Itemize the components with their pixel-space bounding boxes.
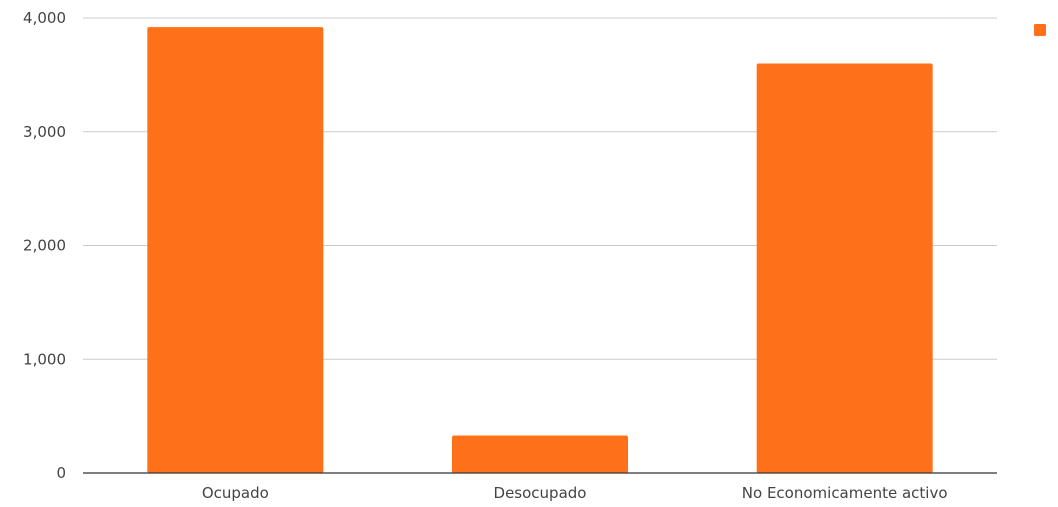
y-tick-label: 1,000 <box>23 350 66 368</box>
x-tick-label: No Economicamente activo <box>742 484 948 502</box>
y-tick-label: 0 <box>56 464 66 482</box>
bar <box>147 27 324 473</box>
bar <box>452 435 628 473</box>
axes: 0 1,000 2,000 3,000 4,000 Ocupado Desocupado No… <box>23 9 997 502</box>
x-tick-label: Ocupado <box>202 484 269 502</box>
x-tick-label: Desocupado <box>494 484 587 502</box>
bar <box>756 63 933 473</box>
legend-swatch <box>1034 24 1046 36</box>
legend <box>1034 24 1046 36</box>
bars <box>147 27 933 473</box>
y-tick-label: 4,000 <box>23 9 66 27</box>
y-tick-label: 3,000 <box>23 123 66 141</box>
y-tick-label: 2,000 <box>23 237 66 255</box>
